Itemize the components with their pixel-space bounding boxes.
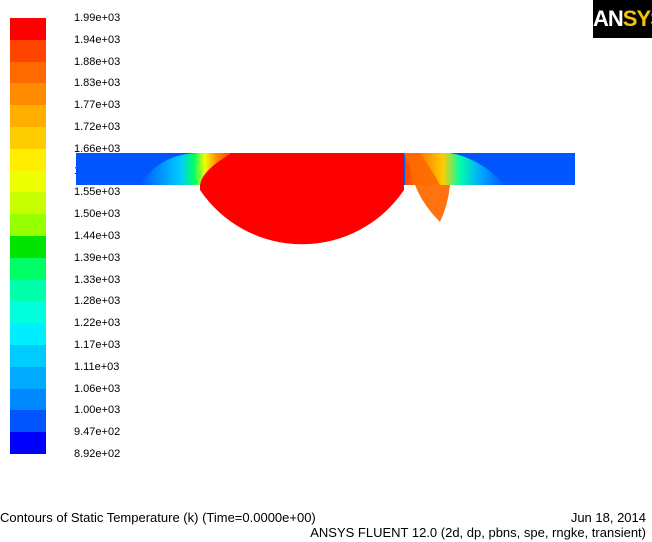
legend-swatch [10, 236, 46, 258]
legend-swatch [10, 345, 46, 367]
legend-tick-label: 1.00e+03 [74, 404, 121, 417]
legend-swatch [10, 432, 46, 455]
legend-swatch [10, 61, 46, 84]
legend-swatch [10, 301, 46, 324]
legend-swatch [10, 192, 46, 215]
legend-tick-label: 1.50e+03 [74, 208, 121, 221]
legend-tick-label: 1.99e+03 [74, 12, 121, 24]
legend-tick-label: 1.55e+03 [74, 186, 121, 199]
legend-tick-label: 1.17e+03 [74, 339, 121, 351]
legend-tick-label: 1.06e+03 [74, 382, 121, 395]
legend-tick-label: 1.83e+03 [74, 77, 121, 90]
legend-swatch [10, 39, 46, 62]
legend-tick-label: 1.44e+03 [74, 230, 121, 242]
legend-swatch [10, 366, 46, 389]
legend-swatch [10, 18, 46, 40]
legend-tick-label: 1.33e+03 [74, 273, 121, 286]
legend-swatch [10, 257, 46, 280]
legend-swatch [10, 214, 46, 237]
legend-tick-label: 1.66e+03 [74, 142, 121, 155]
legend-tick-label: 1.88e+03 [74, 55, 121, 68]
legend-swatch [10, 388, 46, 411]
pool-edge-right [404, 153, 450, 222]
molten-pool [200, 153, 404, 245]
solver-version: ANSYS FLUENT 12.0 (2d, dp, pbns, spe, rn… [310, 525, 646, 540]
plot-caption: Contours of Static Temperature (k) (Time… [0, 510, 316, 525]
legend-swatch [10, 105, 46, 128]
legend-swatch [10, 170, 46, 193]
plot-date: Jun 18, 2014 [570, 510, 646, 525]
legend-swatch [10, 127, 46, 149]
legend-tick-label: 1.77e+03 [74, 99, 121, 112]
legend-tick-label: 1.11e+03 [74, 360, 120, 373]
ansys-logo: ANSYS [593, 0, 652, 38]
legend-tick-label: 1.28e+03 [74, 295, 121, 308]
legend-tick-label: 9.47e+02 [74, 426, 121, 439]
legend-tick-label: 1.94e+03 [74, 33, 121, 46]
legend-swatch [10, 148, 46, 171]
legend-swatch [10, 323, 46, 346]
legend-tick-label: 1.22e+03 [74, 317, 121, 330]
legend-tick-label: 8.92e+02 [74, 448, 121, 460]
legend-tick-label: 1.72e+03 [74, 121, 121, 133]
legend-tick-label: 1.39e+03 [74, 251, 121, 264]
legend-swatch [10, 83, 46, 106]
legend-swatch [10, 410, 46, 433]
legend-swatch [10, 279, 46, 302]
